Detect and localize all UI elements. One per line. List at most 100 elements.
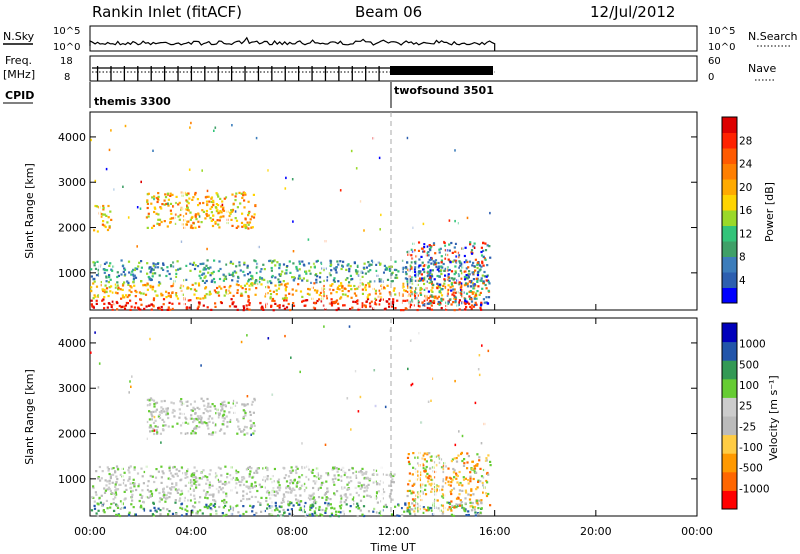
range-gate-cell: [276, 509, 278, 511]
range-gate-cell: [151, 418, 153, 420]
range-gate-cell: [406, 278, 408, 280]
range-gate-cell: [360, 509, 362, 511]
range-gate-cell: [247, 486, 249, 488]
range-gate-cell: [295, 494, 297, 496]
range-gate-cell: [241, 341, 243, 343]
range-gate-cell: [379, 280, 381, 282]
range-gate-cell: [388, 485, 390, 487]
colorbar-segment: [722, 257, 737, 273]
range-gate-cell: [303, 277, 305, 279]
range-gate-cell: [212, 200, 214, 202]
range-gate-cell: [477, 271, 479, 273]
range-gate-cell: [147, 203, 149, 205]
range-gate-cell: [156, 294, 158, 296]
range-gate-cell: [136, 245, 138, 247]
colorbar-segment: [722, 397, 737, 416]
range-gate-cell: [443, 263, 445, 265]
range-gate-cell: [443, 270, 445, 272]
range-gate-cell: [204, 475, 206, 477]
range-gate-cell: [156, 511, 158, 513]
range-gate-cell: [473, 265, 475, 267]
range-gate-cell: [190, 225, 192, 227]
range-gate-cell: [367, 296, 369, 298]
range-gate-cell: [358, 471, 360, 473]
range-gate-cell: [383, 506, 385, 508]
range-gate-cell: [166, 486, 168, 488]
range-gate-cell: [230, 219, 232, 221]
range-gate-cell: [333, 277, 335, 279]
y-tick-label: 1000: [58, 473, 86, 486]
range-gate-cell: [464, 298, 466, 300]
range-gate-cell: [319, 276, 321, 278]
range-gate-cell: [324, 502, 326, 504]
range-gate-cell: [99, 362, 101, 364]
range-gate-cell: [441, 489, 443, 491]
range-gate-cell: [420, 287, 422, 289]
range-gate-cell: [426, 473, 428, 475]
range-gate-cell: [489, 212, 491, 214]
range-gate-cell: [344, 472, 346, 474]
range-gate-cell: [431, 281, 433, 283]
range-gate-cell: [440, 265, 442, 267]
range-gate-cell: [236, 220, 238, 222]
range-gate-cell: [102, 298, 104, 300]
range-gate-cell: [242, 498, 244, 500]
range-gate-cell: [158, 281, 160, 283]
range-gate-cell: [363, 496, 365, 498]
range-gate-cell: [293, 276, 295, 278]
range-gate-cell: [206, 424, 208, 426]
range-gate-cell: [487, 493, 489, 495]
range-gate-cell: [235, 217, 237, 219]
range-gate-cell: [323, 325, 325, 327]
range-gate-cell: [178, 417, 180, 419]
range-gate-cell: [295, 266, 297, 268]
range-gate-cell: [434, 296, 436, 298]
range-gate-cell: [294, 479, 296, 481]
range-gate-cell: [208, 267, 210, 269]
range-gate-cell: [152, 262, 154, 264]
range-gate-cell: [360, 500, 362, 502]
range-gate-cell: [179, 497, 181, 499]
range-gate-cell: [171, 194, 173, 196]
range-gate-cell: [154, 207, 156, 209]
range-gate-cell: [336, 490, 338, 492]
power-colorbar: 282420161284: [722, 117, 753, 304]
range-gate-cell: [449, 269, 451, 271]
range-gate-cell: [423, 277, 425, 279]
range-gate-cell: [209, 504, 211, 506]
range-gate-cell: [464, 276, 466, 278]
range-gate-cell: [368, 484, 370, 486]
colorbar-tick-label: 25: [739, 401, 752, 413]
range-gate-cell: [404, 503, 406, 505]
range-gate-cell: [348, 281, 350, 283]
range-gate-cell: [295, 498, 297, 500]
range-gate-cell: [222, 215, 224, 217]
range-gate-cell: [458, 260, 460, 262]
range-gate-cell: [475, 472, 477, 474]
range-gate-cell: [400, 309, 402, 311]
range-gate-cell: [472, 287, 474, 289]
range-gate-cell: [409, 490, 411, 492]
range-gate-cell: [211, 485, 213, 487]
range-gate-cell: [124, 491, 126, 493]
range-gate-cell: [384, 265, 386, 267]
range-gate-cell: [356, 288, 358, 290]
range-gate-cell: [451, 489, 453, 491]
range-gate-cell: [198, 282, 200, 284]
range-gate-cell: [120, 484, 122, 486]
range-gate-cell: [243, 307, 245, 309]
range-gate-cell: [392, 499, 394, 501]
range-gate-cell: [108, 274, 110, 276]
range-gate-cell: [438, 456, 440, 458]
range-gate-cell: [305, 273, 307, 275]
range-gate-cell: [220, 468, 222, 470]
range-gate-cell: [252, 505, 254, 507]
range-gate-cell: [195, 264, 197, 266]
range-gate-cell: [161, 221, 163, 223]
range-gate-cell: [417, 309, 419, 311]
range-gate-cell: [452, 288, 454, 290]
range-gate-cell: [305, 299, 307, 301]
range-gate-cell: [187, 287, 189, 289]
range-gate-cell: [471, 264, 473, 266]
range-gate-cell: [278, 481, 280, 483]
